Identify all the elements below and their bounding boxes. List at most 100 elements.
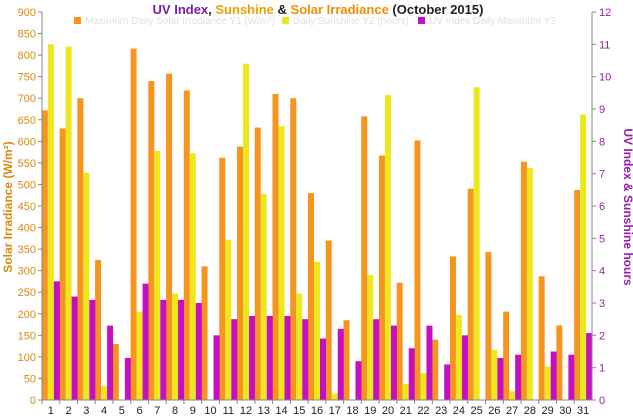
bar-irradiance-day-16 <box>308 193 314 400</box>
x-tick-label: 30 <box>559 405 571 417</box>
y-tick-label: 300 <box>18 266 36 278</box>
bar-irradiance-day-29 <box>538 276 545 400</box>
legend-label-irradiance: Maximum Daily Solar Irradiance Y1 (W/m²) <box>85 16 275 27</box>
legend-swatch-irradiance <box>74 17 81 24</box>
bar-irradiance-day-20 <box>378 155 385 400</box>
bar-uv-day-30 <box>568 354 575 400</box>
bar-uv-day-1 <box>53 281 60 400</box>
bar-irradiance-day-13 <box>254 127 261 400</box>
y2-tick-label: 3 <box>599 298 605 310</box>
x-tick-label: 29 <box>542 405 554 417</box>
bar-sunshine-day-14 <box>278 126 285 400</box>
bar-sunshine-day-11 <box>225 239 232 400</box>
x-tick-label: 6 <box>137 405 143 417</box>
x-tick-label: 7 <box>154 405 160 417</box>
bar-sunshine-day-3 <box>83 172 90 400</box>
title-part-2: Sunshine <box>215 2 274 17</box>
bar-irradiance-day-4 <box>95 259 102 400</box>
bar-irradiance-day-2 <box>59 128 66 400</box>
y-tick-label: 500 <box>18 179 36 191</box>
y-tick-label: 850 <box>18 29 36 41</box>
x-tick-label: 25 <box>471 405 483 417</box>
title-part-0: UV Index <box>153 2 209 17</box>
bar-irradiance-day-14 <box>272 93 279 400</box>
x-tick-label: 1 <box>48 405 54 417</box>
bar-sunshine-day-22 <box>420 373 427 400</box>
bar-sunshine-day-8 <box>172 293 179 400</box>
y-axis-title: Solar Irradiance (W/m²) <box>1 141 15 272</box>
y-tick-label: 750 <box>18 72 36 84</box>
x-tick-label: 13 <box>258 405 270 417</box>
bar-sunshine-day-28 <box>526 168 533 400</box>
y-tick-label: 450 <box>18 201 36 213</box>
y2-tick-label: 11 <box>599 39 610 51</box>
y-tick-label: 0 <box>30 395 36 407</box>
bar-uv-day-31 <box>586 333 593 400</box>
bar-irradiance-day-7 <box>148 80 155 400</box>
y-tick-label: 50 <box>24 373 36 385</box>
y2-tick-label: 12 <box>599 7 611 19</box>
legend-label-sunshine: Daily Sunshine Y2 (hours) <box>293 16 409 27</box>
bar-uv-day-22 <box>426 325 433 400</box>
bar-sunshine-day-29 <box>544 366 551 400</box>
y-tick-label: 700 <box>18 93 36 105</box>
y-tick-label: 200 <box>18 309 36 321</box>
bar-irradiance-day-9 <box>183 90 190 401</box>
y2-tick-label: 4 <box>599 266 605 278</box>
bar-sunshine-day-13 <box>260 194 267 400</box>
bar-irradiance-day-21 <box>396 282 403 400</box>
bar-sunshine-day-1 <box>47 44 54 400</box>
title-part-3: & <box>274 2 291 17</box>
bar-sunshine-day-21 <box>402 383 409 400</box>
x-tick-label: 10 <box>204 405 216 417</box>
y2-tick-label: 10 <box>599 72 611 84</box>
bar-sunshine-day-15 <box>296 293 303 400</box>
y2-axis-title: UV Index & Sunshine hours <box>621 128 633 286</box>
bar-sunshine-day-2 <box>65 46 72 400</box>
bar-uv-day-24 <box>461 335 468 400</box>
bar-irradiance-day-26 <box>485 252 492 400</box>
x-tick-label: 20 <box>382 405 394 417</box>
bar-uv-day-8 <box>178 299 185 400</box>
bar-uv-day-29 <box>550 351 557 400</box>
bar-uv-day-4 <box>107 325 114 400</box>
bar-irradiance-day-19 <box>361 116 368 400</box>
y-tick-label: 600 <box>18 136 36 148</box>
x-tick-label: 31 <box>577 405 589 417</box>
title-part-5: (October 2015) <box>389 2 484 17</box>
bar-irradiance-day-10 <box>201 266 208 400</box>
bar-uv-day-9 <box>195 303 202 400</box>
bar-irradiance-day-5 <box>112 343 119 400</box>
bar-irradiance-day-6 <box>130 48 137 400</box>
x-tick-label: 15 <box>293 405 305 417</box>
bar-uv-day-5 <box>124 357 131 400</box>
bar-irradiance-day-3 <box>77 98 84 400</box>
bar-irradiance-day-8 <box>166 73 173 401</box>
bar-uv-day-19 <box>373 319 380 400</box>
bar-uv-day-6 <box>142 283 149 400</box>
bar-irradiance-day-25 <box>467 188 474 400</box>
y-tick-label: 900 <box>18 7 36 19</box>
bar-sunshine-day-26 <box>491 349 498 400</box>
x-tick-label: 9 <box>190 405 196 417</box>
x-tick-label: 3 <box>83 405 89 417</box>
bar-irradiance-day-30 <box>556 325 563 400</box>
x-tick-label: 22 <box>417 405 429 417</box>
y-tick-label: 250 <box>18 287 36 299</box>
x-tick-label: 27 <box>506 405 518 417</box>
bar-uv-day-14 <box>284 315 291 400</box>
bar-sunshine-day-17 <box>331 393 338 400</box>
axes-group: 0501001502002503003504004505005506006507… <box>18 7 612 417</box>
bar-sunshine-day-20 <box>384 95 391 400</box>
y-tick-label: 650 <box>18 115 36 127</box>
bar-sunshine-day-7 <box>154 151 161 400</box>
legend: Maximum Daily Solar Irradiance Y1 (W/m²)… <box>74 16 557 27</box>
bar-sunshine-day-25 <box>473 87 480 400</box>
bar-irradiance-day-23 <box>432 339 439 400</box>
x-tick-label: 18 <box>346 405 358 417</box>
bar-irradiance-day-17 <box>325 240 332 400</box>
y-tick-label: 550 <box>18 158 36 170</box>
bar-uv-day-13 <box>266 315 273 400</box>
